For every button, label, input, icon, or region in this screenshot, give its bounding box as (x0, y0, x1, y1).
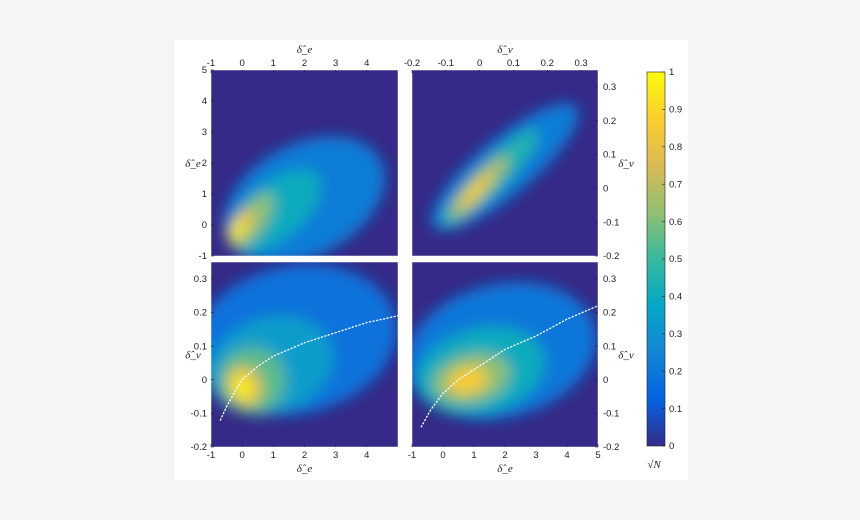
x-tick-label: 4 (364, 450, 369, 461)
x-tick-label: 2 (302, 450, 307, 461)
x-tick-label: 4 (364, 58, 369, 69)
y-tick-label: 3 (202, 127, 207, 138)
y-tick-label: 0.2 (603, 308, 616, 319)
x-tick-label: 3 (533, 450, 538, 461)
colorbar-tick-label: 0.8 (669, 142, 682, 153)
x-tick-label: 2 (302, 58, 307, 69)
colorbar-tick-label: 1 (669, 67, 674, 78)
x-axis-label: δ̂_e (297, 463, 313, 475)
y-tick-label: 0.1 (194, 341, 207, 352)
x-tick-label: -0.2 (404, 58, 420, 69)
x-tick-label: 2 (502, 450, 507, 461)
y-tick-label: 0 (202, 220, 207, 231)
density-field (431, 103, 579, 231)
y-tick-label: 0.3 (603, 274, 616, 285)
density-level-3 (447, 366, 488, 394)
figure: -1 0 1 2 3 4 -1 0 1 2 3 4 5 δ̂_e δ̂_e -0.2 -0.1 0 0.1 0.2 0.… (174, 40, 688, 480)
colorbar-label: √N (647, 459, 661, 471)
x-axis-label: δ̂_ν (497, 44, 513, 56)
y-axis-label: δ̂_ν (618, 350, 634, 362)
density-level-4 (233, 377, 252, 399)
y-tick-label: -1 (199, 251, 207, 262)
colorbar-tick-label: 0.3 (669, 329, 682, 340)
y-tick-label: 0 (603, 375, 608, 386)
panel-frame (411, 69, 599, 257)
y-tick-label: 0.2 (603, 116, 616, 127)
y-tick-label: 0.2 (194, 308, 207, 319)
y-tick-label: 0.3 (603, 82, 616, 93)
colorbar-tick-label: 0.5 (669, 254, 682, 265)
y-axis-label: δ̂_ν (185, 350, 201, 362)
y-tick-label: 0 (603, 184, 608, 195)
y-tick-label: 4 (202, 96, 207, 107)
y-tick-label: 2 (202, 158, 207, 169)
panel-top-left: -1 0 1 2 3 4 -1 0 1 2 3 4 5 δ̂_e δ̂_e (185, 44, 399, 262)
dotted-fit-curve (420, 305, 598, 428)
y-tick-label: -0.1 (603, 217, 619, 228)
y-tick-label: -0.2 (191, 442, 207, 453)
y-axis-label: δ̂_e (185, 158, 201, 170)
x-tick-label: -0.1 (438, 58, 454, 69)
y-tick-label: 0.3 (194, 274, 207, 285)
x-tick-label: 0.1 (507, 58, 520, 69)
y-tick-label: 0.1 (603, 341, 616, 352)
y-tick-label: 0.1 (603, 150, 616, 161)
panel-bottom-left: -1 0 1 2 3 4 -0.2 -0.1 0 0.1 0.2 0.3 δ̂_e δ̂_ν (185, 261, 399, 475)
x-tick-label: -1 (207, 450, 215, 461)
y-tick-label: -0.2 (603, 251, 619, 262)
x-tick-label: 0.3 (574, 58, 587, 69)
colorbar-tick-label: 0.9 (669, 105, 682, 116)
y-axis-label: δ̂_ν (618, 158, 634, 170)
colorbar-tick-label: 0.1 (669, 404, 682, 415)
colorbar-tick-label: 0.2 (669, 366, 682, 377)
x-tick-label: 0 (240, 58, 245, 69)
x-tick-label: 4 (564, 450, 569, 461)
x-tick-label: -1 (408, 450, 416, 461)
density-field (224, 136, 385, 256)
x-tick-label: -1 (207, 58, 215, 69)
panel-top-right: -0.2 -0.1 0 0.1 0.2 0.3 -0.2 -0.1 0 0.1 0.2 0.3 δ̂_ν… (404, 44, 634, 262)
density-level-4 (228, 220, 243, 240)
x-axis-label: δ̂_e (497, 463, 513, 475)
y-tick-label: -0.2 (603, 442, 619, 453)
x-tick-label: 3 (333, 58, 338, 69)
x-axis-label: δ̂_e (297, 44, 313, 56)
density-field (412, 282, 597, 420)
x-tick-label: 1 (271, 58, 276, 69)
x-tick-label: 0.2 (541, 58, 554, 69)
panel-bottom-right: -1 0 1 2 3 4 5-0.2 -0.1 0 0.1 0.2 0.3 δ̂_e δ̂_ν (408, 261, 634, 475)
y-tick-label: 5 (202, 65, 207, 76)
colorbar-tick-label: 0.7 (669, 179, 682, 190)
density-panels-svg: -1 0 1 2 3 4 -1 0 1 2 3 4 5 δ̂_e δ̂_e -0.2 -0.1 0 0.1 0.2 0.… (185, 44, 682, 475)
density-level-3 (459, 173, 491, 208)
colorbar-tick-label: 0.6 (669, 217, 682, 228)
dotted-fit-curve (219, 315, 398, 421)
x-tick-label: 1 (271, 450, 276, 461)
x-tick-label: 0 (440, 450, 445, 461)
colorbar-tick-label: 0 (669, 441, 674, 452)
colorbar-tick-label: 0.4 (669, 292, 682, 303)
y-tick-label: -0.1 (603, 409, 619, 420)
x-tick-label: 0 (240, 450, 245, 461)
y-tick-label: 1 (202, 189, 207, 200)
x-tick-label: 5 (595, 450, 600, 461)
y-tick-label: -0.1 (191, 409, 207, 420)
x-tick-label: 1 (471, 450, 476, 461)
density-field (211, 264, 397, 416)
x-tick-label: 3 (333, 450, 338, 461)
y-tick-label: 0 (202, 375, 207, 386)
x-tick-label: 0 (477, 58, 482, 69)
